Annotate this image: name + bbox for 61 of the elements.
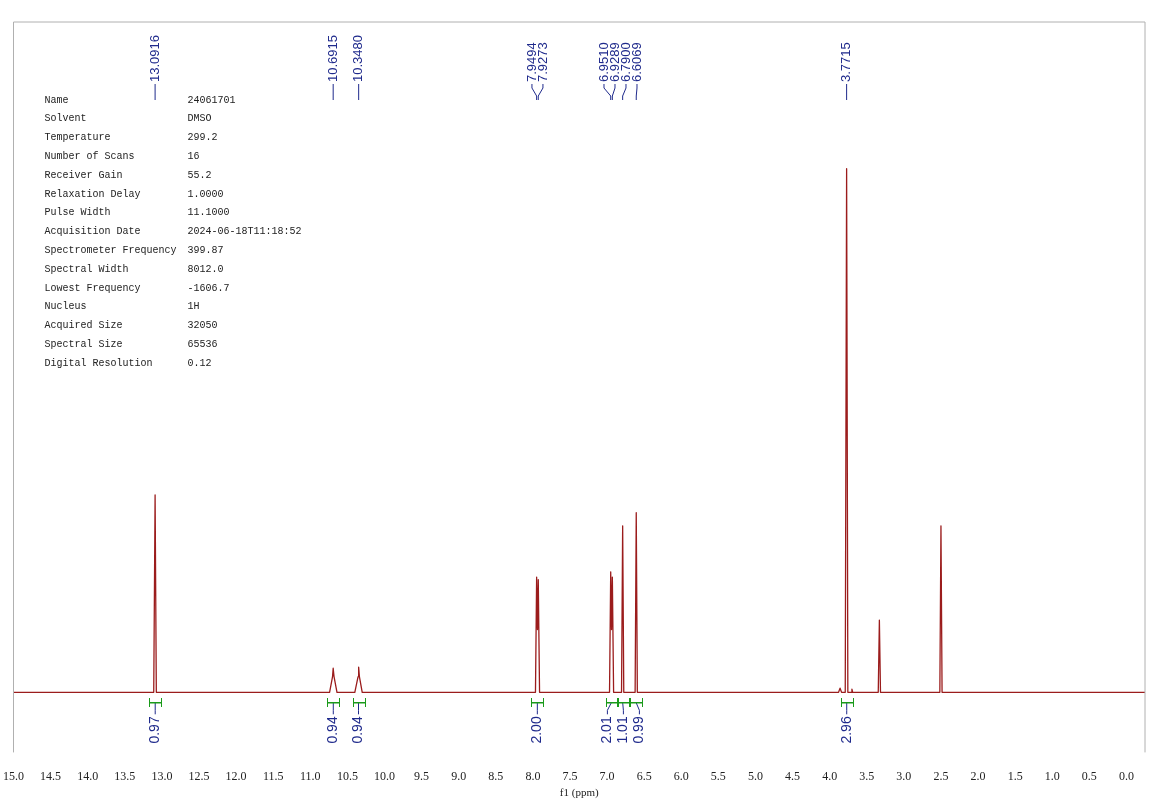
- text: Pulse Width 11.1000: [44, 207, 230, 219]
- x-tick-label: 14.5: [40, 768, 62, 783]
- x-tick-label: 13.0: [151, 768, 173, 783]
- text: Relaxation Delay 1.0000: [44, 188, 224, 200]
- annotation: 6.9510: [595, 42, 611, 82]
- x-tick-label: 9.5: [414, 768, 430, 783]
- x-tick-label: 15.0: [3, 768, 24, 783]
- x-tick-label: 14.0: [77, 768, 99, 783]
- text: Name 24061701: [44, 94, 236, 106]
- x-tick-label: 5.0: [747, 768, 763, 783]
- x-tick-label: 5.5: [710, 768, 726, 783]
- text: Digital Resolution 0.12: [44, 357, 212, 369]
- x-tick-label: 8.5: [488, 768, 504, 783]
- text: Lowest Frequency -1606.7: [44, 282, 230, 294]
- annotation: 2.00: [528, 716, 545, 744]
- text: Acquisition Date 2024-06-18T11:18:52: [44, 226, 302, 238]
- x-tick-label: 1.5: [1007, 768, 1023, 783]
- annotation: 13.0916: [146, 35, 162, 82]
- x-tick-label: 10.5: [336, 768, 358, 783]
- x-tick-label: 4.0: [822, 768, 838, 783]
- annotation: 10.6915: [324, 35, 340, 82]
- x-axis-title: f1 (ppm): [559, 786, 599, 800]
- annotation: 0.94: [324, 716, 341, 744]
- annotation: 0.99: [630, 716, 647, 744]
- text: Spectral Width 8012.0: [44, 263, 224, 275]
- text: Spectral Size 65536: [44, 339, 218, 351]
- annotation: 0.97: [146, 716, 163, 744]
- x-tick-label: 7.0: [599, 768, 615, 783]
- text: Temperature 299.2: [44, 132, 218, 144]
- x-tick-label: 11.0: [300, 768, 321, 783]
- x-tick-label: 12.5: [188, 768, 210, 783]
- text: Nucleus 1H: [44, 301, 200, 313]
- text: Solvent DMSO: [44, 113, 212, 125]
- text: Number of Scans 16: [44, 151, 200, 163]
- x-tick-label: 7.5: [562, 768, 578, 783]
- x-tick-label: 0.5: [1081, 768, 1097, 783]
- annotation: 10.3480: [350, 35, 366, 82]
- x-tick-label: 11.5: [262, 768, 284, 783]
- x-tick-label: 12.0: [225, 768, 247, 783]
- x-tick-label: 4.5: [785, 768, 801, 783]
- x-tick-label: 8.0: [525, 768, 541, 783]
- annotation: 0.94: [349, 716, 366, 744]
- annotation: Spectrometer Frequency 399.87: [44, 245, 224, 257]
- x-tick-label: 6.5: [636, 768, 652, 783]
- x-tick-label: 6.0: [673, 768, 689, 783]
- x-tick-label: 2.0: [970, 768, 986, 783]
- x-tick-label: 2.5: [933, 768, 949, 783]
- x-tick-label: 1.0: [1044, 768, 1060, 783]
- x-tick-label: 13.5: [114, 768, 136, 783]
- text: Receiver Gain 55.2: [44, 169, 212, 181]
- x-tick-label: 3.5: [859, 768, 875, 783]
- x-tick-label: 3.0: [896, 768, 912, 783]
- annotation: 2.01: [598, 716, 615, 744]
- x-tick-label: 9.0: [451, 768, 467, 783]
- annotation: 7.9494: [523, 42, 539, 82]
- x-tick-label: 0.0: [1118, 768, 1134, 783]
- x-tick-label: 10.0: [373, 768, 395, 783]
- annotation: 1.01: [614, 716, 631, 744]
- annotation: 3.7715: [838, 42, 854, 82]
- annotation: 2.96: [837, 716, 854, 744]
- text: Acquired Size 32050: [44, 320, 218, 332]
